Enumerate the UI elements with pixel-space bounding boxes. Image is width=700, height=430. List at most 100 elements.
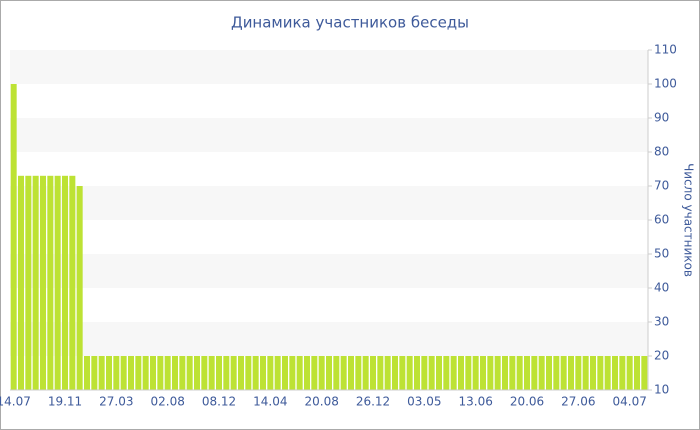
bar <box>406 356 413 390</box>
x-tick-label: 14.07 <box>0 395 31 409</box>
bar <box>267 356 274 390</box>
bar <box>377 356 384 390</box>
bar <box>120 356 127 390</box>
bar <box>25 175 32 390</box>
bar <box>362 356 369 390</box>
x-tick-label: 02.08 <box>150 395 184 409</box>
bar <box>604 356 611 390</box>
y-tick-label: 60 <box>654 213 669 227</box>
bar <box>619 356 626 390</box>
bar <box>135 356 142 390</box>
x-tick-label: 20.06 <box>510 395 544 409</box>
bar <box>435 356 443 390</box>
y-tick-label: 80 <box>654 145 669 159</box>
bar <box>252 356 259 390</box>
y-tick-label: 10 <box>654 383 669 397</box>
bar <box>127 356 135 390</box>
y-tick-label: 20 <box>654 349 669 363</box>
bar <box>325 356 333 390</box>
bar <box>230 356 237 390</box>
bar <box>61 175 69 390</box>
bar <box>303 356 311 390</box>
bar <box>333 356 340 390</box>
x-tick-label: 26.12 <box>356 395 390 409</box>
bar <box>428 356 435 390</box>
bar <box>457 356 465 390</box>
bar <box>391 356 399 390</box>
bar <box>113 356 120 390</box>
bar <box>494 356 501 390</box>
bar <box>560 356 567 390</box>
x-tick-label: 27.06 <box>561 395 595 409</box>
y-tick-label: 90 <box>654 111 669 125</box>
y-tick-label: 70 <box>654 179 669 193</box>
bar <box>98 356 105 390</box>
x-tick-label: 03.05 <box>407 395 441 409</box>
bar <box>223 356 230 390</box>
x-tick-label: 14.04 <box>253 395 287 409</box>
bar <box>589 356 597 390</box>
y-tick-label: 30 <box>654 315 669 329</box>
bar <box>105 356 113 390</box>
bar <box>201 356 208 390</box>
bar <box>281 356 289 390</box>
bar <box>10 84 17 390</box>
y-tick-label: 100 <box>654 77 677 91</box>
grid-band <box>10 186 648 220</box>
y-tick-label: 110 <box>654 43 677 57</box>
bar <box>186 356 193 390</box>
bar <box>553 356 560 390</box>
bar <box>355 356 362 390</box>
bar <box>274 356 281 390</box>
chart-title: Динамика участников беседы <box>231 14 469 32</box>
bar <box>413 356 421 390</box>
bar <box>641 356 648 390</box>
grid-band <box>10 322 648 356</box>
bar <box>516 356 523 390</box>
bar <box>582 356 589 390</box>
x-tick-label: 20.08 <box>304 395 338 409</box>
bar <box>567 356 575 390</box>
x-tick-label: 13.06 <box>458 395 492 409</box>
bar <box>149 356 157 390</box>
grid-band <box>10 118 648 152</box>
bar <box>237 356 245 390</box>
bar <box>340 356 347 390</box>
grid-band <box>10 50 648 84</box>
bar <box>164 356 171 390</box>
bar <box>421 356 428 390</box>
bar <box>215 356 223 390</box>
bar <box>472 356 479 390</box>
bar <box>318 356 325 390</box>
bar <box>47 175 54 390</box>
bar <box>83 356 91 390</box>
bar <box>311 356 318 390</box>
bar <box>69 175 76 390</box>
bar <box>32 175 39 390</box>
bar <box>171 356 179 390</box>
bar <box>142 356 149 390</box>
bar <box>193 356 201 390</box>
bar <box>91 356 98 390</box>
bar <box>538 356 545 390</box>
bar <box>347 356 355 390</box>
bar <box>597 356 604 390</box>
bar <box>259 356 267 390</box>
bar <box>545 356 553 390</box>
grid-band <box>10 254 648 288</box>
y-tick-label: 50 <box>654 247 669 261</box>
y-axis-label: Число участников <box>682 163 696 277</box>
bar <box>479 356 487 390</box>
bar <box>157 356 164 390</box>
bar <box>487 356 494 390</box>
bar <box>465 356 472 390</box>
bar <box>611 356 619 390</box>
bar <box>501 356 509 390</box>
bar <box>289 356 296 390</box>
bar <box>208 356 215 390</box>
bar <box>296 356 303 390</box>
x-tick-label: 27.03 <box>99 395 133 409</box>
bar <box>450 356 457 390</box>
bar <box>575 356 582 390</box>
